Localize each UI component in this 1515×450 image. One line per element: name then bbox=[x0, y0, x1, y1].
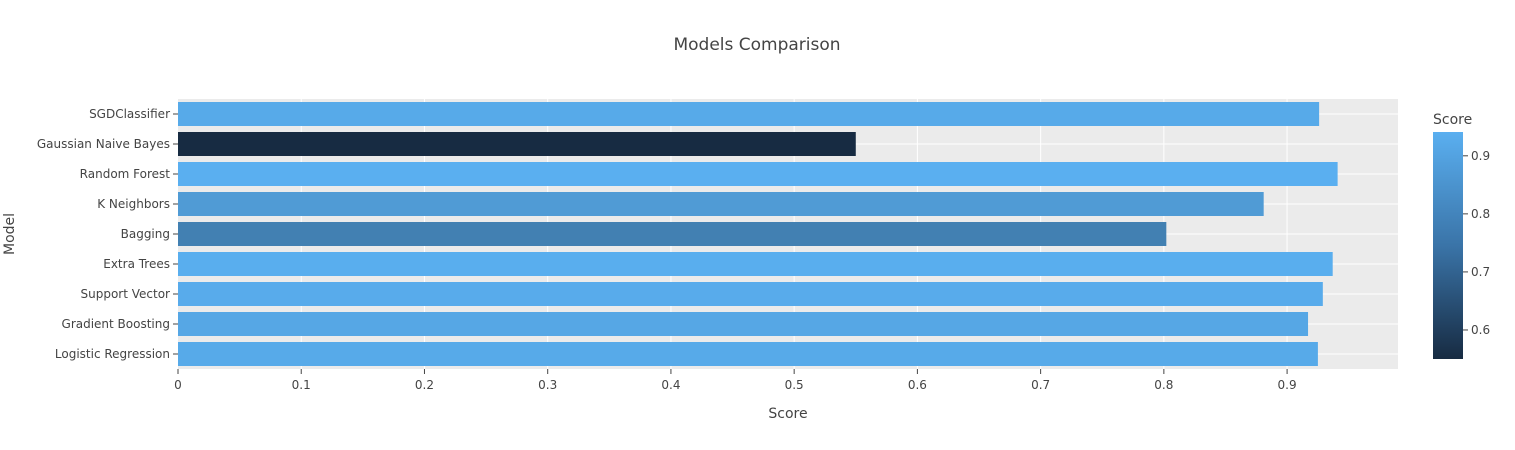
x-tick-label: 0.9 bbox=[1278, 378, 1297, 392]
x-axis-title: Score bbox=[768, 406, 807, 422]
y-tick-labels: Logistic Regression Gradient Boosting Supp… bbox=[37, 107, 178, 361]
colorbar-tick-label: 0.8 bbox=[1471, 207, 1490, 221]
y-tick-label: Support Vector bbox=[81, 287, 171, 301]
bar bbox=[178, 162, 1338, 186]
bars bbox=[178, 102, 1338, 366]
y-tick-label: K Neighbors bbox=[97, 197, 170, 211]
y-tick-label: Gradient Boosting bbox=[62, 317, 170, 331]
x-tick-label: 0.5 bbox=[785, 378, 804, 392]
colorbar-title: Score bbox=[1433, 112, 1472, 128]
y-axis-title: Model bbox=[2, 213, 18, 255]
colorbar bbox=[1433, 132, 1463, 359]
bar bbox=[178, 312, 1309, 336]
bar bbox=[178, 102, 1320, 126]
y-tick-label: Extra Trees bbox=[103, 257, 170, 271]
x-tick-label: 0.3 bbox=[538, 378, 557, 392]
y-tick-label: SGDClassifier bbox=[89, 107, 170, 121]
colorbar-ticks: 0.6 0.7 0.8 0.9 bbox=[1463, 149, 1490, 337]
x-tick-label: 0.2 bbox=[415, 378, 434, 392]
x-tick-labels: 0 0.1 0.2 0.3 0.4 0.5 0.6 0.7 0.8 0.9 bbox=[174, 369, 1297, 392]
x-tick-label: 0.4 bbox=[661, 378, 680, 392]
chart-title: Models Comparison bbox=[673, 35, 840, 55]
y-tick-label: Gaussian Naive Bayes bbox=[37, 137, 170, 151]
colorbar-tick-label: 0.9 bbox=[1471, 149, 1490, 163]
bar bbox=[178, 282, 1323, 306]
bar bbox=[178, 192, 1264, 216]
colorbar-tick-label: 0.7 bbox=[1471, 265, 1490, 279]
x-tick-label: 0 bbox=[174, 378, 182, 392]
bar bbox=[178, 132, 856, 156]
bar bbox=[178, 222, 1167, 246]
x-tick-label: 0.1 bbox=[292, 378, 311, 392]
x-tick-label: 0.7 bbox=[1031, 378, 1050, 392]
y-tick-label: Bagging bbox=[121, 227, 170, 241]
y-tick-label: Random Forest bbox=[80, 167, 171, 181]
x-tick-label: 0.8 bbox=[1154, 378, 1173, 392]
x-tick-label: 0.6 bbox=[908, 378, 927, 392]
colorbar-tick-label: 0.6 bbox=[1471, 323, 1490, 337]
bar bbox=[178, 342, 1318, 366]
y-tick-label: Logistic Regression bbox=[55, 347, 170, 361]
bar bbox=[178, 252, 1333, 276]
